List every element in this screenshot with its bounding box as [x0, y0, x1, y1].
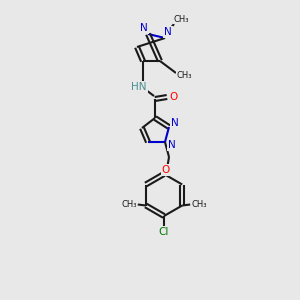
Text: Cl: Cl: [159, 227, 169, 237]
Text: O: O: [162, 165, 170, 175]
Text: N: N: [164, 27, 172, 37]
Text: CH₃: CH₃: [173, 14, 189, 23]
Text: HN: HN: [131, 82, 147, 92]
Text: CH₃: CH₃: [121, 200, 136, 209]
Text: O: O: [169, 92, 177, 102]
Text: CH₃: CH₃: [191, 200, 207, 209]
Text: N: N: [168, 140, 176, 150]
Text: N: N: [140, 23, 148, 33]
Text: N: N: [171, 118, 179, 128]
Text: CH₃: CH₃: [176, 70, 192, 80]
